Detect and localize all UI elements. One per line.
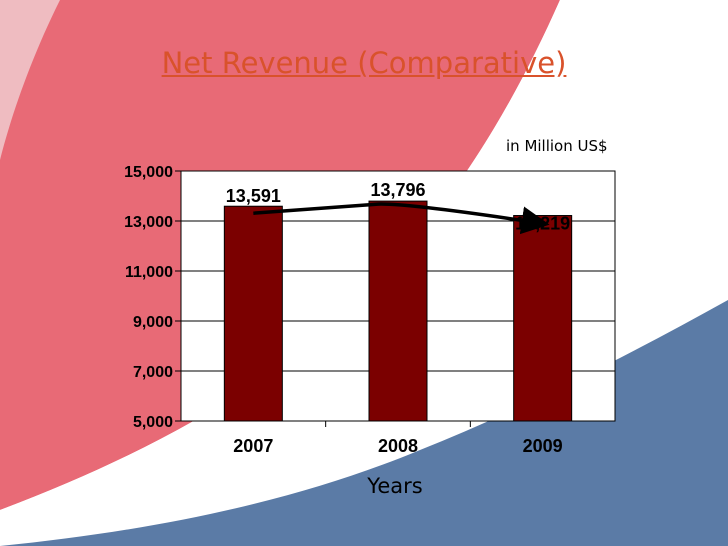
trend-arrow-line: [253, 202, 550, 235]
background-left-white-edge: [0, 0, 60, 160]
trend-arrow: [253, 202, 550, 235]
x-axis-ticks: 2007 2008 2009: [233, 436, 562, 456]
y-tick-label: 11,000: [125, 264, 173, 281]
y-tick-label: 7,000: [133, 364, 173, 381]
y-tick-label: 5,000: [133, 414, 173, 431]
unit-note: in Million US$: [506, 137, 608, 155]
y-tick-label: 15,000: [124, 164, 173, 181]
bar-2008: [368, 200, 428, 422]
bars: [223, 200, 573, 427]
y-tick-label: 13,000: [124, 214, 173, 231]
background-blue-swoosh: [0, 300, 728, 546]
data-label-2008: 13,796: [370, 180, 425, 200]
y-axis-ticks: 5,000 7,000 9,000 11,000 13,000 15,000: [124, 164, 173, 431]
bar-2009: [513, 215, 573, 422]
x-axis-label: Years: [367, 474, 423, 498]
slide-title: Net Revenue (Comparative): [161, 46, 567, 80]
bar-2007: [223, 205, 283, 422]
y-tick-label: 9,000: [133, 314, 173, 331]
x-tick-label: 2008: [378, 436, 418, 456]
data-label-2007: 13,591: [226, 186, 281, 206]
x-tick-label: 2007: [233, 436, 273, 456]
x-tick-label: 2009: [523, 436, 563, 456]
